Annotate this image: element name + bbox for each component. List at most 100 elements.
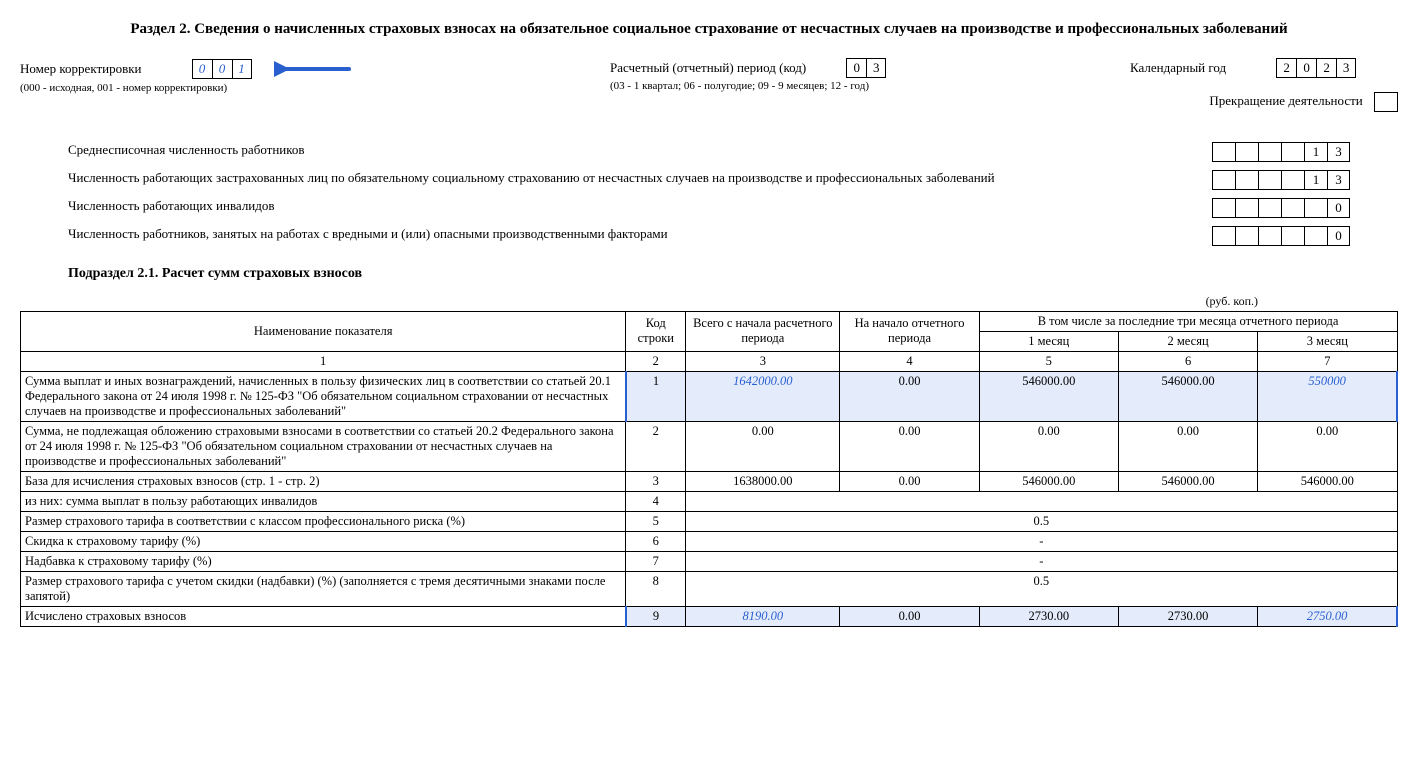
count-cell [1212,142,1235,162]
correction-digit-2: 1 [232,59,252,79]
th-code: Код строки [626,311,686,351]
year-digit-3: 3 [1336,58,1356,78]
count-cell [1258,142,1281,162]
cell-span: - [686,551,1397,571]
count-cell [1212,226,1235,246]
cell-span: - [686,531,1397,551]
cell-value: 0.00 [840,606,979,626]
num-row: 1 2 3 4 5 6 7 [21,351,1398,371]
cell-name: База для исчисления страховых взносов (с… [21,471,626,491]
numcell: 7 [1258,351,1397,371]
arrow-left-icon [274,58,354,80]
cell-code: 9 [626,606,686,626]
cell-name: Сумма, не подлежащая обложению страховым… [21,421,626,471]
counts-section: Среднесписочная численность работников13… [68,142,1350,246]
cell-value: 2730.00 [979,606,1118,626]
count-cell [1304,226,1327,246]
cell-value: 546000.00 [979,371,1118,421]
header-row: Номер корректировки 0 0 1 (000 - исходна… [20,58,1398,112]
cell-value: 546000.00 [1258,471,1397,491]
th-begin: На начало отчетного периода [840,311,979,351]
cell-value: 1642000.00 [686,371,840,421]
correction-cells: 0 0 1 [192,59,252,79]
termination-box [1374,92,1398,112]
cell-value: 0.00 [1258,421,1397,471]
cell-code: 5 [626,511,686,531]
count-cell [1235,226,1258,246]
table-row: из них: сумма выплат в пользу работающих… [21,491,1398,511]
numcell: 1 [21,351,626,371]
count-cell [1212,198,1235,218]
cell-value: 1638000.00 [686,471,840,491]
cell-value: 0.00 [686,421,840,471]
section-title: Раздел 2. Сведения о начисленных страхов… [20,20,1398,40]
count-row: Численность работников, занятых на работ… [68,226,1350,246]
cell-value: 8190.00 [686,606,840,626]
period-label: Расчетный (отчетный) период (код) [610,60,806,76]
th-total: Всего с начала расчетного периода [686,311,840,351]
cell-code: 3 [626,471,686,491]
count-label: Среднесписочная численность работников [68,142,1212,159]
cell-name: из них: сумма выплат в пользу работающих… [21,491,626,511]
period-cells: 0 3 [846,58,886,78]
count-cell [1235,170,1258,190]
cell-value: 550000 [1258,371,1397,421]
count-cell: 3 [1327,142,1350,162]
cell-value: 0.00 [840,421,979,471]
cell-code: 4 [626,491,686,511]
numcell: 4 [840,351,979,371]
numcell: 2 [626,351,686,371]
count-cell: 3 [1327,170,1350,190]
count-label: Численность работающих застрахованных ли… [68,170,1212,187]
cell-value: 546000.00 [1118,371,1257,421]
count-row: Численность работающих застрахованных ли… [68,170,1350,190]
count-row: Среднесписочная численность работников13 [68,142,1350,162]
cell-code: 8 [626,571,686,606]
cell-span: 0.5 [686,511,1397,531]
units-note: (руб. коп.) [20,294,1258,309]
count-cell [1281,198,1304,218]
cell-span [686,491,1397,511]
cell-name: Размер страхового тарифа с учетом скидки… [21,571,626,606]
cell-value: 0.00 [840,471,979,491]
count-cells: 0 [1212,198,1350,218]
cell-value: 0.00 [979,421,1118,471]
count-cell [1281,170,1304,190]
cell-code: 6 [626,531,686,551]
th-m3: 3 месяц [1258,331,1397,351]
termination-label: Прекращение деятельности [1209,92,1362,107]
count-cell [1304,198,1327,218]
numcell: 3 [686,351,840,371]
th-months-group: В том числе за последние три месяца отче… [979,311,1397,331]
count-cell [1258,226,1281,246]
count-cell [1212,170,1235,190]
cell-name: Размер страхового тарифа в соответствии … [21,511,626,531]
table-row: Размер страхового тарифа с учетом скидки… [21,571,1398,606]
cell-value: 0.00 [840,371,979,421]
count-cell: 0 [1327,226,1350,246]
count-label: Численность работающих инвалидов [68,198,1212,215]
table-row: Размер страхового тарифа в соответствии … [21,511,1398,531]
cell-value: 2730.00 [1118,606,1257,626]
year-digit-0: 2 [1276,58,1296,78]
cell-name: Сумма выплат и иных вознаграждений, начи… [21,371,626,421]
table-row: Сумма, не подлежащая обложению страховым… [21,421,1398,471]
termination-row: Прекращение деятельности [1130,92,1398,112]
correction-digit-1: 0 [212,59,232,79]
cell-code: 2 [626,421,686,471]
cell-span: 0.5 [686,571,1397,606]
count-cells: 0 [1212,226,1350,246]
count-cell: 1 [1304,142,1327,162]
count-cell [1281,142,1304,162]
cell-value: 546000.00 [979,471,1118,491]
count-label: Численность работников, занятых на работ… [68,226,1212,243]
year-label: Календарный год [1130,60,1226,76]
table-row: Исчислено страховых взносов98190.000.002… [21,606,1398,626]
count-cells: 13 [1212,142,1350,162]
year-digit-2: 2 [1316,58,1336,78]
th-name: Наименование показателя [21,311,626,351]
period-note: (03 - 1 квартал; 06 - полугодие; 09 - 9 … [610,80,1130,92]
cell-code: 7 [626,551,686,571]
correction-note: (000 - исходная, 001 - номер корректиров… [20,82,610,94]
count-cells: 13 [1212,170,1350,190]
